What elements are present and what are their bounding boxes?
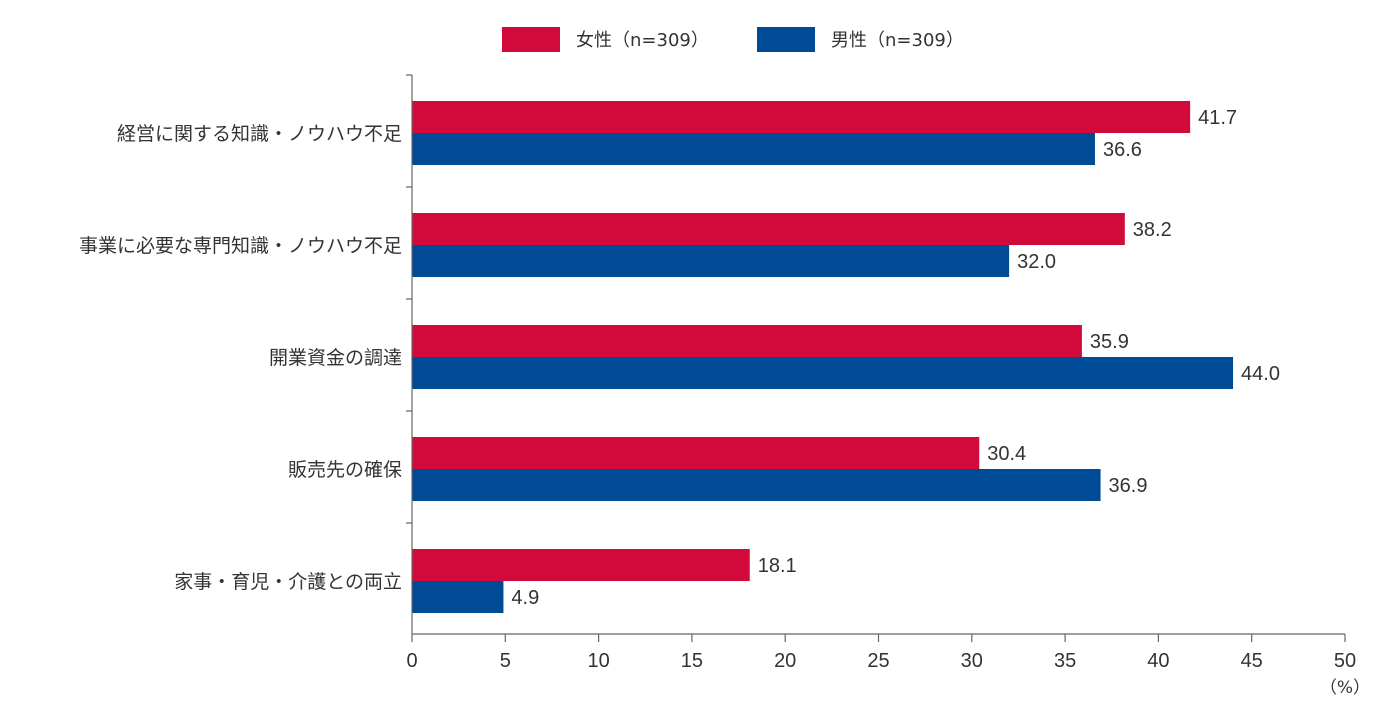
- bar-female-1: [412, 213, 1125, 245]
- bar-male-2: [412, 357, 1234, 389]
- x-tick-label-35: 35: [1054, 650, 1076, 672]
- x-tick-label-50: 50: [1334, 650, 1356, 672]
- legend-swatch-male: [757, 27, 815, 52]
- x-tick-label-25: 25: [867, 650, 889, 672]
- x-tick-label-30: 30: [961, 650, 983, 672]
- x-axis-unit-label: （%）: [1320, 678, 1370, 698]
- value-label-male-1: 32.0: [1017, 251, 1056, 273]
- value-label-female-2: 35.9: [1090, 331, 1129, 353]
- value-label-female-0: 41.7: [1198, 107, 1237, 129]
- x-tick-label-45: 45: [1241, 650, 1263, 672]
- x-tick-label-15: 15: [681, 650, 703, 672]
- category-label-0: 経営に関する知識・ノウハウ不足: [117, 123, 402, 145]
- value-label-male-2: 44.0: [1241, 363, 1280, 385]
- value-label-female-1: 38.2: [1133, 219, 1172, 241]
- value-label-male-4: 4.9: [511, 587, 539, 609]
- bar-female-0: [412, 101, 1191, 133]
- value-label-female-4: 18.1: [758, 555, 797, 577]
- legend-label-female: 女性（n=309）: [576, 30, 709, 51]
- bar-male-0: [412, 133, 1095, 165]
- x-tick-label-10: 10: [587, 650, 609, 672]
- bar-female-3: [412, 437, 980, 469]
- legend-label-male: 男性（n=309）: [831, 30, 964, 51]
- category-label-2: 開業資金の調達: [269, 347, 402, 369]
- category-label-4: 家事・育児・介護との両立: [174, 571, 402, 593]
- bar-female-2: [412, 325, 1082, 357]
- x-tick-label-20: 20: [774, 650, 796, 672]
- bar-male-1: [412, 245, 1010, 277]
- x-tick-label-5: 5: [500, 650, 511, 672]
- x-tick-label-40: 40: [1147, 650, 1169, 672]
- bar-male-3: [412, 469, 1101, 501]
- legend-swatch-female: [502, 27, 560, 52]
- legend: 女性（n=309） 男性（n=309）: [502, 27, 964, 52]
- value-label-male-3: 36.9: [1109, 475, 1148, 497]
- axes-group: 経営に関する知識・ノウハウ不足事業に必要な専門知識・ノウハウ不足開業資金の調達販…: [79, 74, 1356, 672]
- bars-group: 41.7 36.6 38.2 32.0 35.9 44.0 30.4 36.9 18.1 4.9: [412, 101, 1280, 613]
- x-tick-label-0: 0: [406, 650, 417, 672]
- category-label-1: 事業に必要な専門知識・ノウハウ不足: [79, 235, 402, 257]
- value-label-male-0: 36.6: [1103, 139, 1142, 161]
- category-label-3: 販売先の確保: [288, 459, 402, 481]
- bar-female-4: [412, 549, 750, 581]
- bar-male-4: [412, 581, 504, 613]
- value-label-female-3: 30.4: [987, 443, 1026, 465]
